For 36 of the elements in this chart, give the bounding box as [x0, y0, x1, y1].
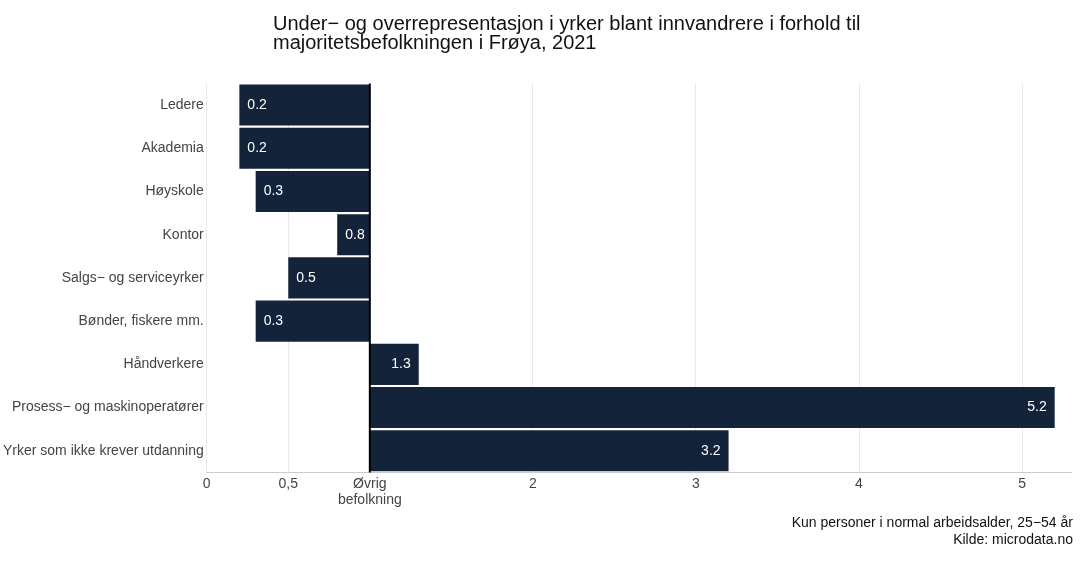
- x-tick-label: 2: [528, 474, 537, 491]
- data-label: 3.2: [701, 441, 721, 458]
- data-label: 0.3: [263, 311, 284, 328]
- y-tick-label: Høyskole: [145, 182, 204, 199]
- y-tick-label: Håndverkere: [123, 355, 204, 372]
- data-label: 0.2: [247, 139, 268, 156]
- y-tick-label: Ledere: [160, 95, 204, 112]
- bar: [239, 127, 370, 169]
- bar: [288, 257, 370, 299]
- x-tick-label: 3: [692, 474, 701, 491]
- bar: [369, 430, 729, 472]
- y-tick-label: Akademia: [141, 139, 204, 156]
- data-label: 0.8: [345, 225, 365, 242]
- data-label: 1.3: [391, 355, 411, 372]
- x-tick-label: 0,5: [278, 474, 299, 491]
- y-tick-label: Salgs− og serviceyrker: [61, 268, 205, 285]
- y-tick-label: Bønder, fiskere mm.: [78, 311, 204, 328]
- text: Kun personer i normal arbeidsalder, 25−54 år: [791, 514, 1073, 531]
- y-tick-label: Yrker som ikke krever utdanning: [2, 441, 204, 458]
- chart-title: Under− og overrepresentasjon i yrker blant innvandrere i forhold til majoritetsbefolkningen i Frøya, 2021: [273, 12, 862, 53]
- bar: [239, 84, 370, 126]
- bar: [369, 343, 419, 385]
- x-tick-label: 5: [1018, 474, 1027, 491]
- y-tick-label: Kontor: [162, 225, 205, 242]
- x-tick-label: 4: [855, 474, 864, 491]
- data-label: 5.2: [1027, 398, 1047, 415]
- bar: [369, 387, 1055, 429]
- y-tick-label: Prosess− og maskinoperatører: [11, 398, 205, 415]
- x-tick-label: 0: [202, 474, 211, 491]
- bar: [255, 300, 370, 342]
- data-label: 0.3: [263, 182, 284, 199]
- data-label: 0.2: [247, 95, 268, 112]
- data-label: 0.5: [296, 268, 316, 285]
- text: Kilde: microdata.no: [952, 531, 1073, 548]
- x-tick-label: Øvrig befolkning: [337, 474, 402, 508]
- bar: [255, 170, 370, 212]
